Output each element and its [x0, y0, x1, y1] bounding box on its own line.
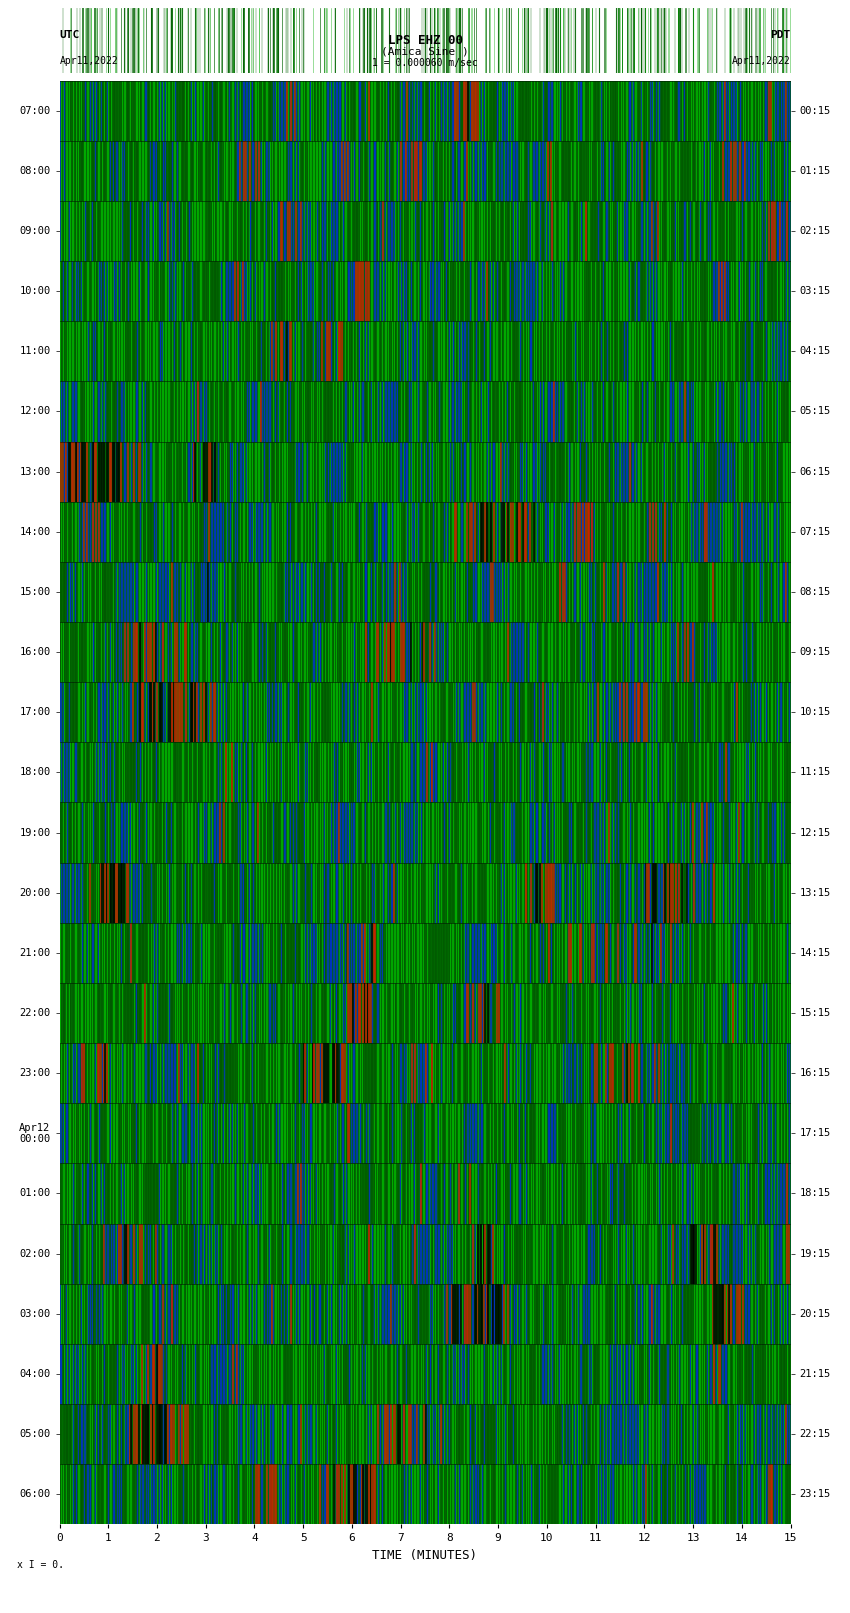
Text: 1 = 0.000060 m/sec: 1 = 0.000060 m/sec	[372, 58, 478, 68]
Text: PDT: PDT	[770, 31, 790, 40]
Text: UTC: UTC	[60, 31, 80, 40]
Text: x I = 0.: x I = 0.	[17, 1560, 64, 1569]
Text: Apr11,2022: Apr11,2022	[732, 56, 791, 66]
Text: (Amica Sine ): (Amica Sine )	[381, 47, 469, 56]
X-axis label: TIME (MINUTES): TIME (MINUTES)	[372, 1548, 478, 1561]
Text: Apr11,2022: Apr11,2022	[60, 56, 118, 66]
Text: LPS EHZ 00: LPS EHZ 00	[388, 34, 462, 47]
